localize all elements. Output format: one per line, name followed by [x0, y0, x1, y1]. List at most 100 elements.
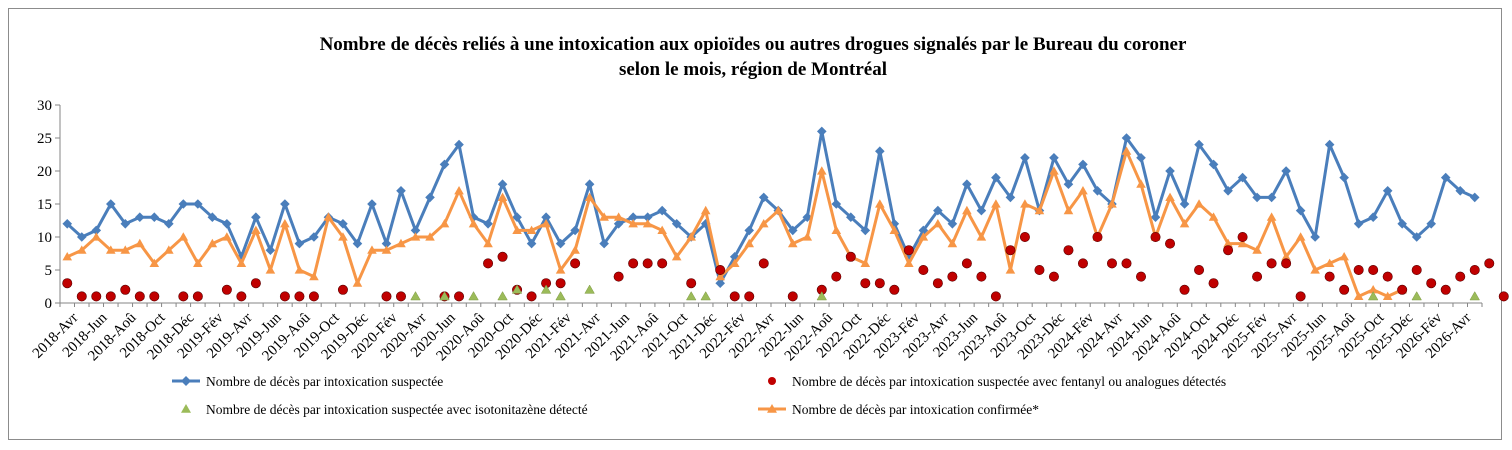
suspected-point: [991, 172, 1001, 183]
confirmed-point: [178, 232, 189, 241]
fentanyl-point: [642, 258, 653, 269]
fentanyl-point: [947, 271, 958, 282]
fentanyl-point: [1165, 238, 1176, 249]
fentanyl-point: [932, 278, 943, 289]
fentanyl-point: [1092, 232, 1103, 243]
fentanyl-point: [1382, 271, 1393, 282]
confirmed-point: [120, 245, 131, 254]
fentanyl-point: [758, 258, 769, 269]
fentanyl-point: [1136, 271, 1147, 282]
fentanyl-point: [120, 284, 131, 295]
isotonitazene-point: [511, 284, 523, 294]
suspected-point: [178, 199, 189, 209]
isotonitazene-point: [816, 291, 828, 301]
suspected-point: [1411, 232, 1422, 242]
suspected-point: [816, 126, 827, 137]
confirmed-point: [1165, 192, 1175, 201]
confirmed-point: [1252, 245, 1262, 254]
suspected-point: [1179, 199, 1190, 209]
fentanyl-point: [1339, 284, 1350, 295]
legend-marker: [181, 376, 191, 386]
y-tick-label: 20: [37, 164, 52, 180]
confirmed-point: [744, 238, 755, 248]
fentanyl-point: [1281, 258, 1292, 269]
suspected-point: [265, 245, 276, 255]
chart-title-line1: Nombre de décès reliés à une intoxicatio…: [320, 34, 1187, 55]
isotonitazene-point: [540, 284, 552, 294]
confirmed-point: [1049, 166, 1059, 175]
confirmed-point: [904, 258, 914, 267]
isotonitazene-point: [685, 291, 697, 301]
legend-label: Nombre de décès par intoxication suspect…: [206, 374, 443, 389]
confirmed-point: [628, 219, 638, 228]
confirmed-point: [1266, 212, 1277, 221]
suspected-point: [1455, 186, 1466, 196]
confirmed-point: [512, 225, 522, 234]
isotonitazene-point: [700, 291, 711, 301]
confirmed-point: [1223, 238, 1233, 248]
suspected-point: [207, 212, 218, 222]
suspected-point: [1136, 153, 1146, 163]
confirmed-point: [149, 258, 160, 267]
legend-label: Nombre de décès par intoxication confirm…: [792, 402, 1039, 417]
confirmed-point: [222, 232, 232, 241]
fentanyl-point: [1063, 245, 1074, 256]
suspected-point: [671, 219, 682, 229]
suspected-point: [1266, 192, 1277, 203]
confirmed-point: [918, 232, 929, 241]
isotonitazene-point: [584, 284, 595, 294]
confirmed-point: [947, 238, 958, 248]
suspected-point: [164, 219, 174, 229]
fentanyl-point: [294, 291, 305, 302]
suspected-point: [1440, 172, 1451, 183]
confirmed-point: [468, 219, 479, 228]
confirmed-point: [396, 238, 406, 248]
legend-marker: [767, 404, 777, 413]
fentanyl-point: [1397, 284, 1408, 295]
confirmed-point: [1063, 205, 1074, 215]
suspected-point: [1310, 232, 1320, 242]
fentanyl-point: [729, 291, 740, 302]
fentanyl-point: [976, 271, 987, 282]
suspected-point: [1368, 212, 1378, 222]
confirmed-point: [526, 225, 537, 234]
fentanyl-point: [903, 245, 914, 256]
fentanyl-point: [889, 284, 900, 295]
confirmed-point: [816, 166, 827, 175]
legend-item: Nombre de décès par intoxication suspect…: [768, 374, 1226, 389]
fentanyl-point: [1005, 245, 1016, 256]
fentanyl-point: [918, 264, 929, 275]
confirmed-point: [555, 265, 566, 274]
confirmed-point: [1136, 179, 1146, 188]
suspected-point: [251, 212, 261, 222]
confirmed-point: [207, 238, 218, 248]
confirmed-point: [976, 232, 987, 241]
confirmed-point: [802, 232, 813, 241]
fentanyl-point: [1150, 232, 1161, 243]
confirmed-point: [251, 225, 261, 234]
suspected-point: [613, 219, 624, 229]
suspected-point: [541, 212, 551, 222]
suspected-point: [642, 212, 653, 222]
confirmed-point: [91, 232, 102, 241]
confirmed-point: [1310, 265, 1320, 274]
fentanyl-point: [221, 284, 232, 295]
fentanyl-point: [1469, 264, 1480, 275]
isotonitazene-point: [439, 291, 450, 301]
confirmed-point: [1237, 238, 1248, 248]
confirmed-point: [352, 278, 363, 287]
suspected-point: [1165, 166, 1175, 176]
confirmed-point: [338, 232, 348, 241]
legend-item: Nombre de décès par intoxication suspect…: [181, 402, 588, 417]
y-tick-label: 30: [37, 98, 52, 114]
fentanyl-point: [613, 271, 624, 282]
confirmed-point: [642, 219, 653, 228]
fentanyl-point: [1295, 291, 1306, 302]
suspected-point: [715, 278, 726, 288]
y-tick-label: 15: [37, 197, 52, 213]
suspected-point: [1049, 153, 1059, 163]
confirmed-point: [700, 205, 711, 215]
suspected-point: [280, 199, 290, 209]
confirmed-point: [933, 219, 943, 228]
confirmed-point: [425, 232, 435, 241]
